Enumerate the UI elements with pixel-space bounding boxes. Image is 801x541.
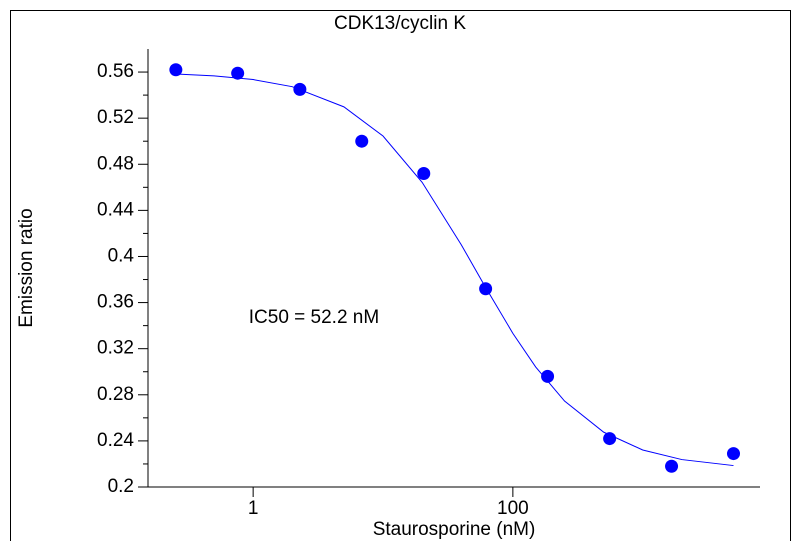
y-tick-label: 0.48 xyxy=(97,153,134,174)
data-point xyxy=(603,432,617,446)
chart-title: CDK13/cyclin K xyxy=(334,13,466,34)
x-tick-label: 100 xyxy=(497,498,529,519)
data-point xyxy=(541,369,555,383)
annotation: IC50 = 52.2 nM xyxy=(249,307,379,328)
y-tick-label: 0.2 xyxy=(108,476,134,497)
y-tick-label: 0.36 xyxy=(97,292,134,313)
data-point xyxy=(355,134,369,148)
data-point xyxy=(293,82,307,96)
data-point xyxy=(231,66,245,80)
y-tick-label: 0.4 xyxy=(108,245,135,266)
y-tick-label: 0.56 xyxy=(97,61,134,82)
x-tick-label: 1 xyxy=(248,498,259,519)
y-tick-label: 0.32 xyxy=(97,338,134,359)
y-axis-label: Emission ratio xyxy=(16,208,37,327)
data-point xyxy=(726,447,740,461)
data-point xyxy=(665,459,679,473)
y-tick-label: 0.52 xyxy=(97,107,134,128)
y-tick-label: 0.44 xyxy=(97,199,134,220)
frame xyxy=(10,10,791,541)
fit-curve xyxy=(175,73,734,467)
data-point xyxy=(169,63,183,77)
data-point xyxy=(417,166,431,180)
y-tick-label: 0.28 xyxy=(97,384,134,405)
x-axis-label: Staurosporine (nM) xyxy=(373,519,536,540)
data-point xyxy=(479,282,493,296)
y-tick-label: 0.24 xyxy=(97,430,134,451)
